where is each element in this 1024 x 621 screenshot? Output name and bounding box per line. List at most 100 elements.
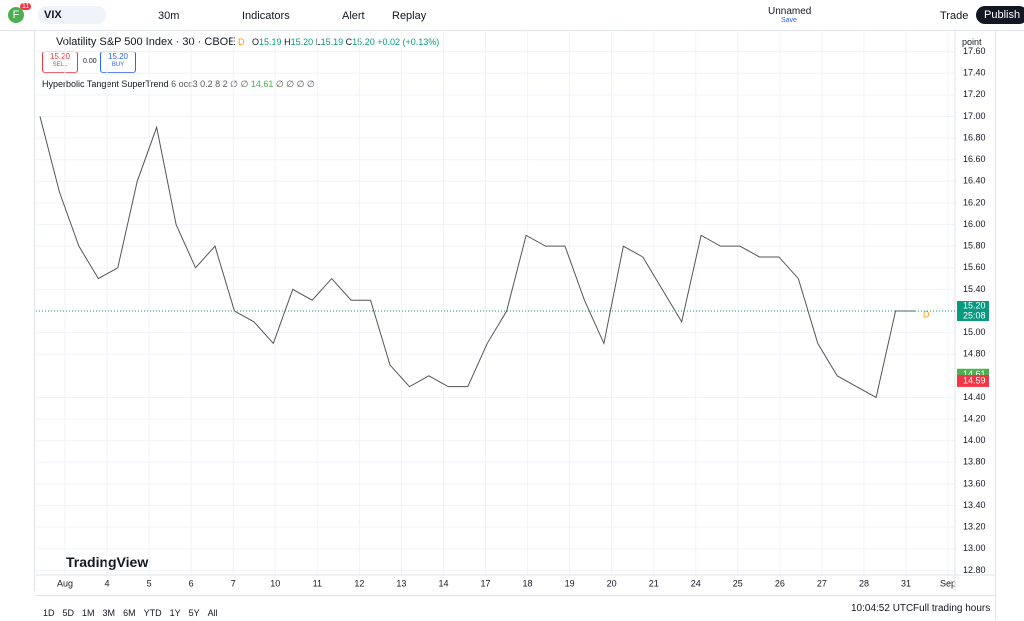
x-tick-label: 21: [649, 578, 659, 588]
change: +0.02 (+0.13%): [377, 37, 440, 47]
y-tick-label: 14.20: [963, 413, 986, 423]
avatar[interactable]: F: [8, 7, 24, 23]
buy-box[interactable]: 15.20 BUY: [100, 51, 136, 73]
trend-label: 14.59: [963, 375, 986, 385]
x-tick-label: 24: [691, 578, 701, 588]
indicator: Hyperbolic Tangent SuperTrend 6 occ3 0.2…: [42, 79, 315, 90]
range-button[interactable]: 1Y: [169, 608, 181, 618]
range-button[interactable]: 6M: [123, 608, 136, 618]
legend-title: Volatility S&P 500 Index · 30 · CBOE: [56, 36, 236, 48]
x-tick-label: 11: [313, 578, 322, 588]
x-tick-label: 27: [817, 578, 827, 588]
h: 15.20: [290, 37, 314, 47]
y-tick-label: 13.60: [963, 478, 986, 488]
y-tick-label: 14.40: [963, 392, 986, 402]
watermark: TradingView: [66, 554, 149, 570]
l: 15.19: [320, 37, 344, 47]
badge: 11: [20, 3, 32, 10]
last-price-tag: [957, 301, 989, 321]
trend-label: 14.61: [963, 369, 986, 379]
price-line: [39, 116, 915, 399]
y-tick-label: 12.80: [963, 565, 986, 575]
range-button[interactable]: 3M: [102, 608, 116, 618]
x-tick-label: 14: [438, 578, 448, 588]
y-tick-label: 17.00: [963, 111, 986, 121]
x-tick-label: 31: [901, 578, 911, 588]
x-tick-label: 20: [607, 578, 617, 588]
range-button[interactable]: 1M: [82, 608, 95, 618]
x-tick-label: 4: [105, 578, 110, 588]
y-tick-label: 16.80: [963, 132, 986, 142]
y-tick-label: 17.20: [963, 89, 986, 99]
layout-name[interactable]: Unnamed: [768, 6, 812, 17]
bottom-bar: 1D 5D 1M 3M 6M YTD 1Y 5Y All 10:04:52 UTC Full t…: [35, 595, 995, 621]
x-tick-label: Aug: [57, 578, 73, 588]
x-tick-label: 12: [354, 578, 364, 588]
x-tick-label: 6: [189, 578, 194, 588]
x-tick-label: 25: [733, 578, 743, 588]
y-tick-label: 15.40: [963, 284, 986, 294]
x-tick-label: 13: [396, 578, 406, 588]
right-toolbar: [995, 31, 1024, 620]
publish[interactable]: Publish: [976, 6, 1024, 24]
buy-price: 15.20: [107, 52, 129, 61]
alert[interactable]: Alert: [342, 10, 365, 22]
ohlc: O15.19 H15.20 L15.19 C15.20 +0.02 (+0.13…: [252, 37, 439, 47]
trade[interactable]: Trade: [940, 10, 969, 22]
indicator-value: 14.61: [250, 79, 274, 89]
y-tick-label: 16.40: [963, 176, 986, 186]
x-tick-label: 10: [270, 578, 280, 588]
session-marker: D: [923, 309, 930, 319]
o: 15.19: [259, 37, 282, 47]
trend-tag: [957, 374, 989, 387]
h-label: H: [284, 37, 291, 47]
x-tick-label: 19: [565, 578, 575, 588]
replay[interactable]: Replay: [392, 10, 427, 22]
left-toolbar: [0, 31, 35, 591]
indicator-rest: ∅ ∅ ∅ ∅: [275, 79, 315, 89]
x-tick-label: 18: [523, 578, 533, 588]
top-bar: F 11 VIX 30m Indicators Alert Replay Unn…: [0, 0, 1024, 31]
unit: point: [962, 37, 982, 47]
range-button[interactable]: All: [207, 608, 218, 618]
range-button[interactable]: 5Y: [188, 608, 200, 618]
sell-price: 15.20: [49, 52, 71, 61]
trend-tag: [957, 368, 989, 381]
indicators[interactable]: Indicators: [242, 10, 290, 22]
x-tick-label: 28: [859, 578, 869, 588]
range-button[interactable]: 1D: [43, 608, 55, 618]
y-tick-label: 13.80: [963, 457, 986, 467]
sell-box[interactable]: 15.20 SELL: [42, 51, 78, 73]
c: 15.20: [352, 37, 375, 47]
range-button[interactable]: YTD: [143, 608, 162, 618]
x-tick-label: 17: [480, 578, 490, 588]
range-button[interactable]: 5D: [62, 608, 75, 618]
y-tick-label: 13.00: [963, 543, 986, 553]
x-tick-label: Sep: [940, 578, 956, 588]
clock: 10:04:52 UTC: [851, 603, 914, 614]
symbol-search[interactable]: VIX: [38, 6, 106, 24]
c-label: C: [345, 37, 353, 47]
y-tick-label: 17.60: [963, 46, 986, 56]
ranges: 1D 5D 1M 3M 6M YTD 1Y 5Y All: [43, 603, 226, 621]
buy: BUY: [111, 62, 125, 68]
y-tick-label: 15.60: [963, 262, 986, 272]
indicator-params: 6 occ3 0.2 8 2 ∅ ∅: [171, 79, 249, 89]
y-tick-label: 15.00: [963, 327, 986, 337]
countdown: 25:08: [963, 310, 986, 320]
x-tick-label: 26: [775, 578, 785, 588]
save-label[interactable]: Save: [781, 17, 797, 24]
y-tick-label: 13.40: [963, 500, 986, 510]
interval[interactable]: 30m: [158, 10, 180, 22]
y-tick-label: 17.40: [963, 68, 986, 78]
y-tick-label: 15.80: [963, 241, 986, 251]
y-tick-label: 14.00: [963, 435, 986, 445]
l-label: L: [315, 37, 321, 47]
legend-session: D: [238, 37, 245, 47]
session[interactable]: Full trading hours: [913, 603, 991, 614]
sell: SELL: [52, 62, 68, 68]
y-tick-label: 13.20: [963, 522, 986, 532]
y-tick-label: 14.80: [963, 349, 986, 359]
